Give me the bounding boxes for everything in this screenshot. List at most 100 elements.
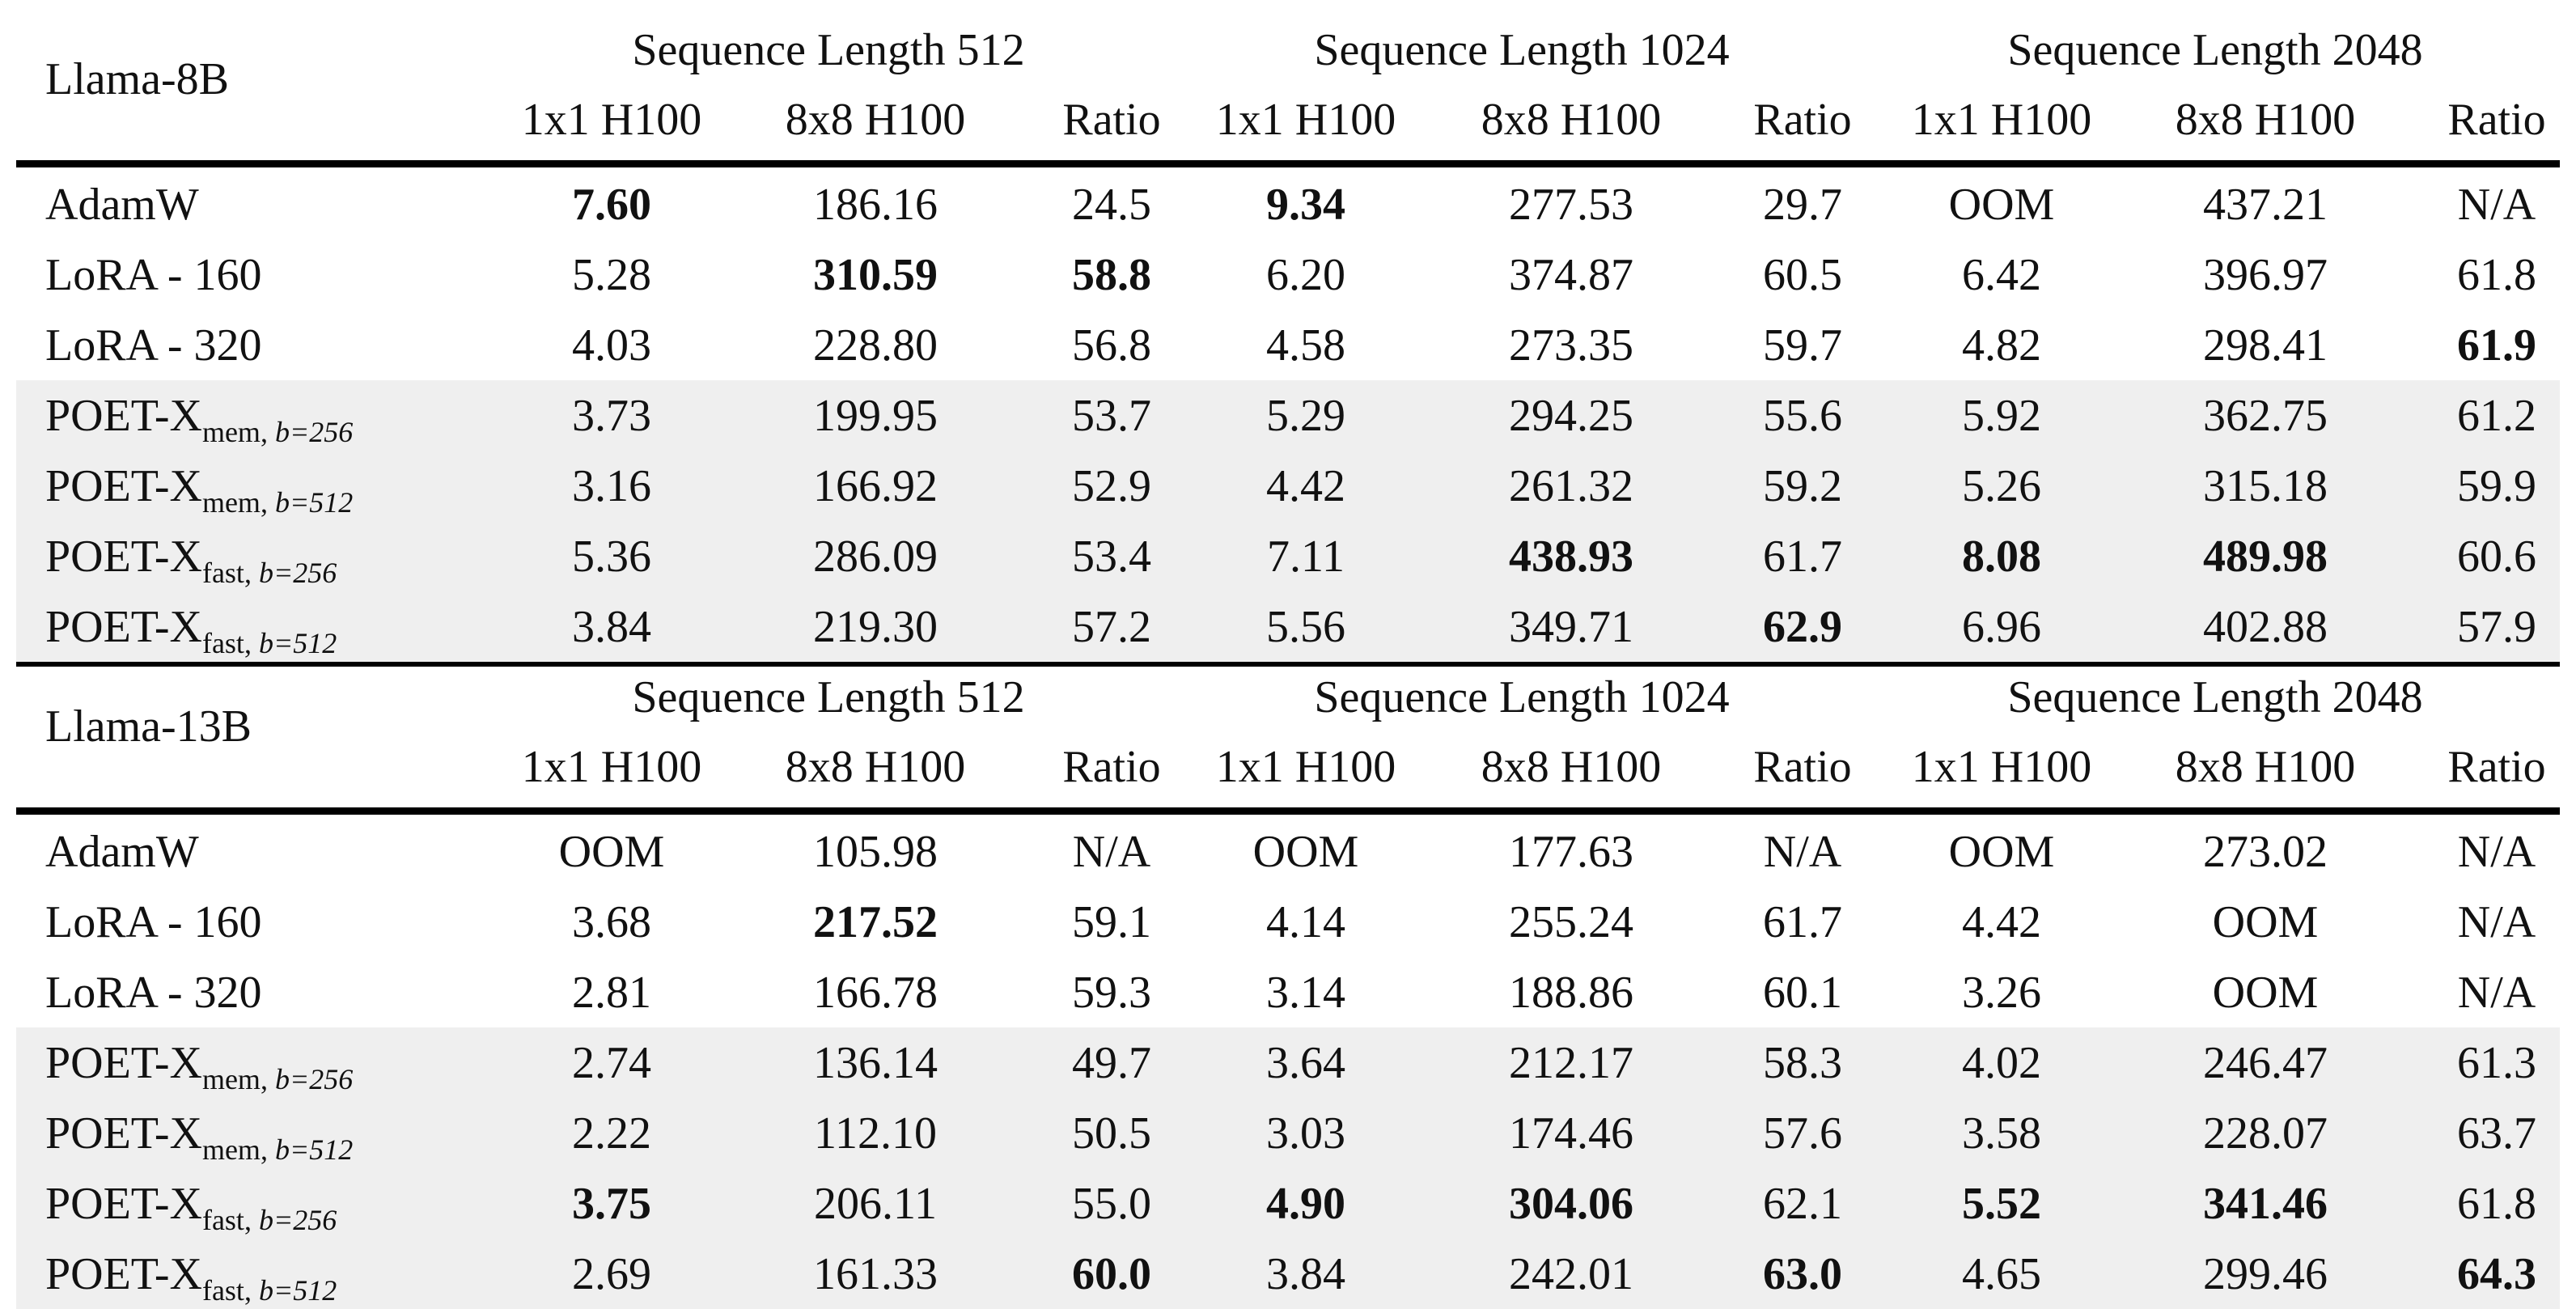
table-cell: 61.9 [2457,320,2536,371]
table-row: LoRA - 320 4.03 228.80 56.8 4.58 273.35 59.7 4.… [16,310,2560,380]
method-variant: mem [201,485,261,519]
table-cell: 136.14 [813,1037,938,1088]
table-cell: 9.34 [1266,179,1345,230]
table-section-llama-13b: Llama-13B Sequence Length 512 Sequence Len… [0,647,2576,1309]
table-cell: 49.7 [1072,1037,1151,1088]
table-cell: OOM [1948,179,2055,230]
table-cell: 188.86 [1509,967,1633,1018]
model-name: Llama-8B [45,54,230,104]
method-variant: fast [201,1203,244,1236]
table-cell: 4.42 [1266,460,1345,511]
table-cell: 4.42 [1962,896,2041,947]
table-cell: 59.3 [1072,967,1151,1018]
method-subscript: mem, b=512 [201,485,354,519]
table-cell: 62.1 [1763,1178,1842,1229]
table-cell: 255.24 [1509,896,1633,947]
method-label: LoRA - 320 [45,320,262,371]
table-cell: 4.65 [1962,1248,2041,1299]
block-size: b=512 [258,1273,337,1307]
table-cell: 29.7 [1763,179,1842,230]
table-cell: 3.68 [572,896,651,947]
table-cell: 402.88 [2203,601,2328,652]
table-cell: 53.7 [1072,390,1151,441]
table-cell: 61.7 [1763,531,1842,582]
table-cell: 62.9 [1763,601,1842,652]
table-cell: 6.96 [1962,601,2041,652]
table-cell: 5.26 [1962,460,2041,511]
table-cell: 3.16 [572,460,651,511]
table-cell: 3.58 [1962,1108,2041,1159]
table-row: AdamW 7.60 186.16 24.5 9.34 277.53 29.7 OOM 437.… [16,169,2560,239]
table-cell: 396.97 [2203,249,2328,300]
table-row: POET-Xfast, b=512 2.69 161.33 60.0 3.84 242.0… [16,1239,2560,1309]
table-row: POET-Xfast, b=256 3.75 206.11 55.0 4.90 304.0… [16,1168,2560,1239]
table-cell: 166.92 [813,460,938,511]
block-size: b=512 [274,1133,354,1166]
block-size: b=256 [258,556,337,589]
column-header: Ratio [2447,95,2546,145]
table-cell: 166.78 [813,967,938,1018]
column-header: Ratio [2447,742,2546,792]
table-cell: 3.26 [1962,967,2041,1018]
header-rule [16,160,2560,167]
table-cell: 60.6 [2457,531,2536,582]
table-cell: OOM [2212,967,2319,1018]
table-cell: 61.7 [1763,896,1842,947]
table-cell: 3.73 [572,390,651,441]
column-header: 8x8 H100 [2175,95,2356,145]
method-subscript: fast, b=512 [201,1273,337,1307]
table-cell: N/A [2457,826,2536,877]
table-cell: 3.64 [1266,1037,1345,1088]
table-row: LoRA - 160 3.68 217.52 59.1 4.14 255.24 61.7 4.… [16,887,2560,957]
column-header: 1x1 H100 [1215,95,1396,145]
table-row: LoRA - 160 5.28 310.59 58.8 6.20 374.87 60.5 6.… [16,239,2560,310]
table-cell: 294.25 [1509,390,1633,441]
table-cell: 199.95 [813,390,938,441]
column-header: 1x1 H100 [1911,742,2092,792]
table-cell: 59.2 [1763,460,1842,511]
table-cell: 341.46 [2203,1178,2328,1229]
method-variant: mem [201,415,261,448]
table-cell: 4.14 [1266,896,1345,947]
method-variant: mem [201,1062,261,1095]
column-group-title: Sequence Length 1024 [1314,25,1730,75]
table-cell: 273.35 [1509,320,1633,371]
method-name: AdamW [45,179,199,230]
method-label: POET-Xmem, b=256 [45,390,353,448]
block-size: b=256 [258,1203,337,1236]
table-cell: 4.90 [1266,1178,1345,1229]
table-cell: 2.69 [572,1248,651,1299]
column-group-title: Sequence Length 512 [632,672,1025,722]
table-cell: 5.28 [572,249,651,300]
block-size: b=512 [274,485,354,519]
table-cell: 52.9 [1072,460,1151,511]
table-cell: 63.7 [2457,1108,2536,1159]
method-subscript: mem, b=256 [201,1062,354,1095]
method-label: LoRA - 320 [45,967,262,1019]
table-cell: 63.0 [1763,1248,1842,1299]
table-cell: 4.02 [1962,1037,2041,1088]
table-cell: 219.30 [813,601,938,652]
column-header: 8x8 H100 [1481,95,1662,145]
table-cell: 50.5 [1072,1108,1151,1159]
table-cell: OOM [1252,826,1359,877]
column-header: Ratio [1062,742,1161,792]
table-cell: 5.56 [1266,601,1345,652]
table-row: POET-Xmem, b=256 2.74 136.14 49.7 3.64 212.17… [16,1027,2560,1098]
column-header: Ratio [1062,95,1161,145]
method-name: POET-X [45,1248,202,1299]
table-cell: 261.32 [1509,460,1633,511]
table-cell: 349.71 [1509,601,1633,652]
table-cell: 53.4 [1072,531,1151,582]
method-label: LoRA - 160 [45,896,262,948]
method-subscript: fast, b=256 [201,1203,337,1236]
method-name: LoRA - 320 [45,320,262,371]
table-row: POET-Xfast, b=512 3.84 219.30 57.2 5.56 349.7… [16,591,2560,662]
table-cell: 61.8 [2457,249,2536,300]
table-cell: 362.75 [2203,390,2328,441]
table-section-llama-8b: Llama-8B Sequence Length 512 Sequence Leng… [0,0,2576,667]
method-variant: fast [201,626,244,659]
method-variant: fast [201,1273,244,1307]
column-group-title: Sequence Length 512 [632,25,1025,75]
table-cell: 298.41 [2203,320,2328,371]
